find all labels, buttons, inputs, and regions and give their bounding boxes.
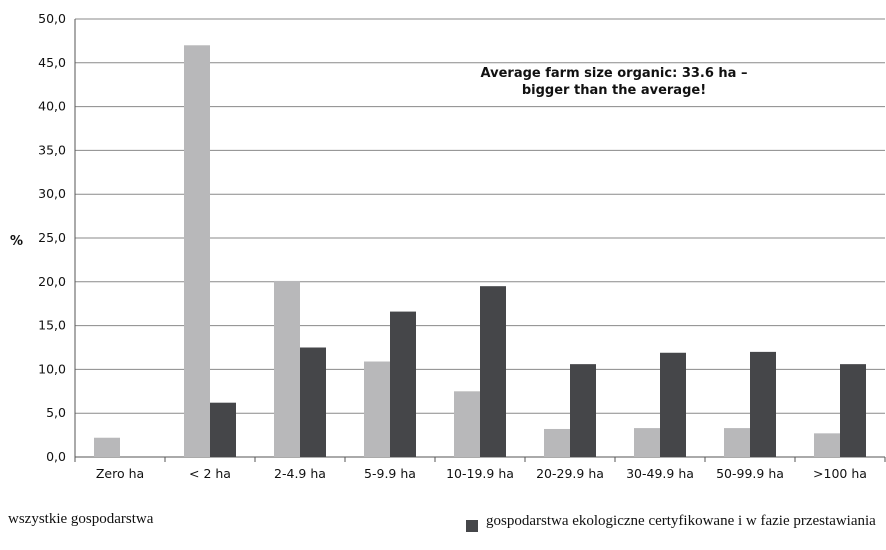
- bar-chart: 0,0 5,0 10,0 15,0 20,0 25,0 30,0 35,0 40,0 45,0 50…: [10, 11, 886, 481]
- bar-all-farms: [724, 428, 750, 457]
- y-tick-label: 35,0: [38, 142, 66, 157]
- y-tick-label: 0,0: [46, 449, 66, 464]
- x-tick-label: 30-49.9 ha: [626, 466, 694, 481]
- bar-all-farms: [274, 280, 300, 457]
- y-tick-label: 40,0: [38, 99, 66, 114]
- bar-organic-farms: [390, 311, 416, 457]
- bars: [94, 45, 866, 457]
- y-tick-label: 45,0: [38, 55, 66, 70]
- legend-swatch-organic: [466, 520, 478, 532]
- bar-all-farms: [634, 428, 660, 457]
- bar-organic-farms: [570, 364, 596, 457]
- y-tick-label: 15,0: [38, 318, 66, 333]
- y-tick-label: 25,0: [38, 230, 66, 245]
- y-tick-label: 10,0: [38, 361, 66, 376]
- bar-all-farms: [184, 45, 210, 457]
- legend-label-all-farms: wszystkie gospodarstwa: [8, 511, 154, 527]
- x-tick-label: 10-19.9 ha: [446, 466, 514, 481]
- legend-item-organic-farms: gospodarstwa ekologiczne certyfikowane i…: [466, 512, 886, 532]
- x-tick-label: Zero ha: [96, 466, 144, 481]
- annotation-line-1: Average farm size organic: 33.6 ha –: [481, 66, 748, 81]
- annotation-line-2: bigger than the average!: [522, 83, 706, 98]
- bar-all-farms: [364, 361, 390, 457]
- bar-organic-farms: [840, 364, 866, 457]
- x-tick-label: 2-4.9 ha: [274, 466, 326, 481]
- y-axis-label: %: [10, 234, 23, 249]
- bar-organic-farms: [660, 352, 686, 457]
- x-tick-label: >100 ha: [813, 466, 867, 481]
- x-tick-label: < 2 ha: [189, 466, 231, 481]
- bar-organic-farms: [210, 402, 236, 457]
- legend-label-organic-farms: gospodarstwa ekologiczne certyfikowane i…: [486, 513, 876, 529]
- x-tick-label: 5-9.9 ha: [364, 466, 416, 481]
- y-tick-label: 50,0: [38, 11, 66, 26]
- bar-organic-farms: [480, 286, 506, 457]
- x-tick-label: 20-29.9 ha: [536, 466, 604, 481]
- bar-all-farms: [544, 428, 570, 457]
- bar-all-farms: [454, 391, 480, 457]
- bar-all-farms: [814, 433, 840, 457]
- bar-all-farms: [94, 437, 120, 457]
- x-axis-ticks: Zero ha < 2 ha 2-4.9 ha 5-9.9 ha 10-19.9 ha 2…: [96, 466, 867, 481]
- bar-organic-farms: [750, 351, 776, 457]
- legend-item-all-farms: wszystkie gospodarstwa: [8, 510, 153, 529]
- x-tick-label: 50-99.9 ha: [716, 466, 784, 481]
- y-tick-label: 30,0: [38, 186, 66, 201]
- y-axis-ticks: 0,0 5,0 10,0 15,0 20,0 25,0 30,0 35,0 40,0 45,0 50…: [38, 11, 66, 464]
- y-tick-label: 5,0: [46, 405, 66, 420]
- bar-organic-farms: [300, 347, 326, 457]
- y-tick-label: 20,0: [38, 274, 66, 289]
